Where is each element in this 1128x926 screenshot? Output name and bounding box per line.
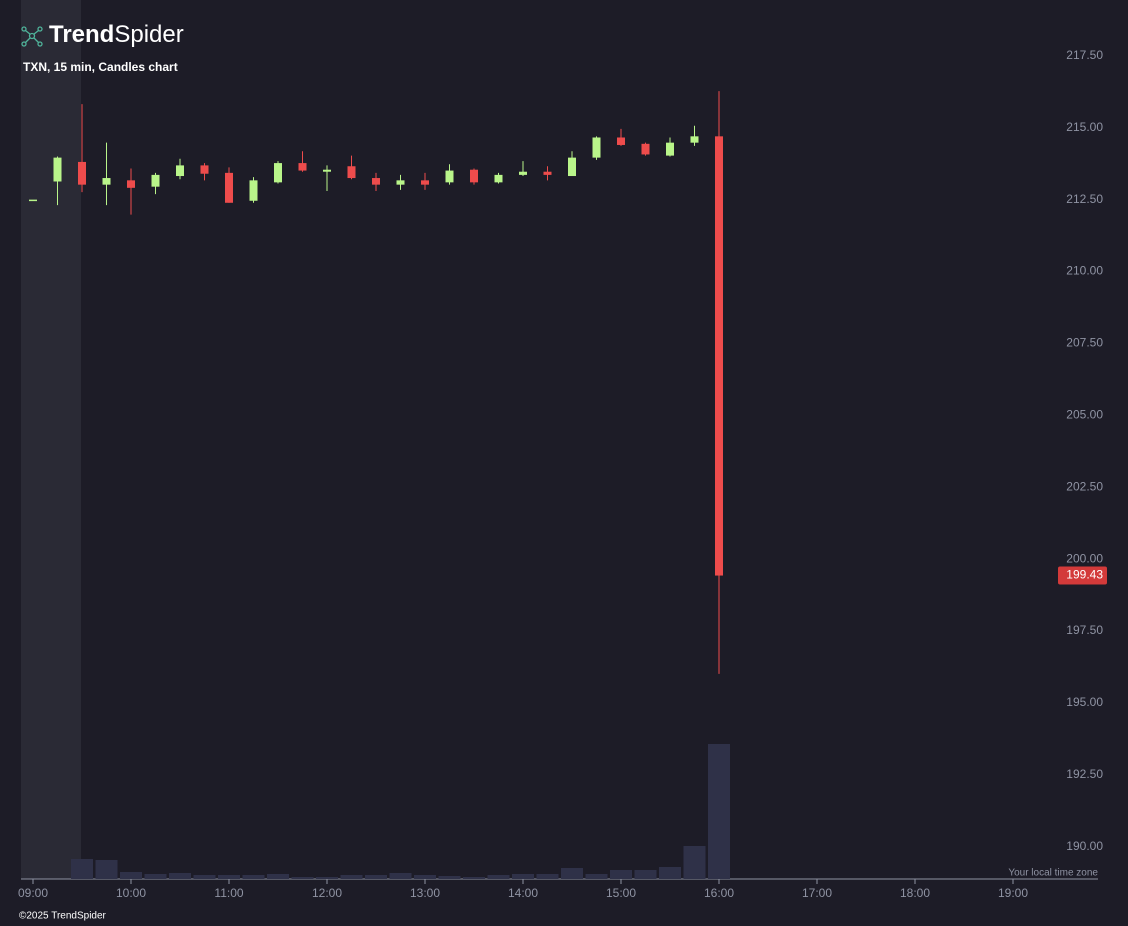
candle-body	[225, 172, 233, 203]
candle-body	[323, 169, 331, 172]
volume-bar	[536, 874, 559, 879]
y-tick-label: 212.50	[1066, 192, 1103, 206]
volume-bar	[242, 875, 265, 879]
y-tick-label: 210.00	[1066, 264, 1103, 278]
volume-bar	[389, 873, 412, 879]
volume-bar	[95, 860, 118, 879]
volume-bar	[438, 876, 461, 879]
y-tick-label: 195.00	[1066, 695, 1103, 709]
y-tick-label: 192.50	[1066, 767, 1103, 781]
candle-body	[666, 142, 674, 156]
candle-body	[641, 143, 650, 155]
brand: TrendSpider	[49, 21, 184, 48]
volume-bar	[71, 859, 93, 879]
candle-body	[102, 178, 111, 185]
x-tick-label: 09:00	[18, 886, 48, 900]
y-tick-label: 207.50	[1066, 336, 1103, 350]
volume-bar	[512, 874, 534, 879]
volume-bar	[610, 870, 632, 879]
y-tick-label: 217.50	[1066, 48, 1103, 62]
volume-bar	[193, 875, 216, 879]
candle-body	[298, 163, 307, 171]
y-tick-label: 190.00	[1066, 839, 1103, 853]
x-tick-label: 10:00	[116, 886, 146, 900]
y-tick-label: 205.00	[1066, 408, 1103, 422]
candle-body	[445, 170, 454, 183]
y-tick-label: 215.00	[1066, 120, 1103, 134]
volume-bar	[487, 875, 510, 879]
candle-body	[249, 180, 258, 201]
volume-bar	[169, 873, 191, 879]
volume-bar	[365, 875, 387, 879]
volume-bar	[218, 875, 240, 879]
brand-bold: Trend	[49, 21, 114, 48]
volume-bar	[634, 870, 657, 879]
timezone-note: Your local time zone	[1008, 868, 1098, 879]
volume-bar	[414, 875, 436, 879]
candle-body	[29, 199, 37, 202]
volume-bar	[463, 877, 485, 879]
candle-body	[53, 157, 62, 182]
x-tick-label: 17:00	[802, 886, 832, 900]
candle-body	[519, 171, 527, 175]
volume-bar	[291, 877, 314, 879]
x-tick-label: 13:00	[410, 886, 440, 900]
candle-body	[494, 174, 503, 183]
y-tick-label: 197.50	[1066, 623, 1103, 637]
candle-body	[690, 136, 699, 143]
logo-icon	[21, 26, 43, 47]
volume-bar	[659, 867, 681, 879]
candle-body	[568, 157, 576, 177]
footer: ©2025 TrendSpider	[19, 911, 107, 922]
premarket-shade	[21, 0, 81, 879]
x-tick-label: 12:00	[312, 886, 342, 900]
volume-bar	[316, 877, 338, 879]
volume-bar	[708, 744, 730, 879]
x-tick-label: 11:00	[214, 886, 243, 900]
last-price-box	[1058, 566, 1107, 585]
volume-bar	[683, 846, 706, 879]
candle-body	[543, 171, 552, 175]
candle-body	[78, 161, 86, 185]
candle-body	[347, 166, 356, 179]
volume-bar	[585, 874, 608, 879]
candle-body	[200, 165, 209, 174]
candle-body	[470, 169, 478, 183]
candle-body	[127, 180, 135, 188]
candle-body	[396, 180, 405, 185]
candle-body	[421, 180, 429, 185]
y-tick-label: 200.00	[1066, 551, 1103, 565]
brand-light: Spider	[114, 21, 183, 48]
candle-body	[715, 136, 723, 576]
last-price-label: 199.43	[1066, 568, 1103, 582]
volume-bar	[144, 874, 167, 879]
volume-bar	[340, 875, 363, 879]
candle-body	[151, 174, 160, 187]
y-tick-label: 202.50	[1066, 479, 1103, 493]
x-tick-label: 16:00	[704, 886, 734, 900]
x-tick-label: 18:00	[900, 886, 930, 900]
candle-body	[372, 178, 380, 185]
volume-bar	[561, 868, 583, 879]
chart-title: TXN, 15 min, Candles chart	[23, 60, 178, 74]
x-tick-label: 15:00	[606, 886, 636, 900]
x-tick-label: 14:00	[508, 886, 538, 900]
candle-body	[617, 137, 625, 145]
volume-bar	[120, 872, 142, 879]
candle-body	[592, 137, 601, 158]
candle-body	[176, 165, 184, 177]
volume-bar	[267, 874, 289, 879]
candle-body	[274, 163, 282, 183]
x-tick-label: 19:00	[998, 886, 1028, 900]
